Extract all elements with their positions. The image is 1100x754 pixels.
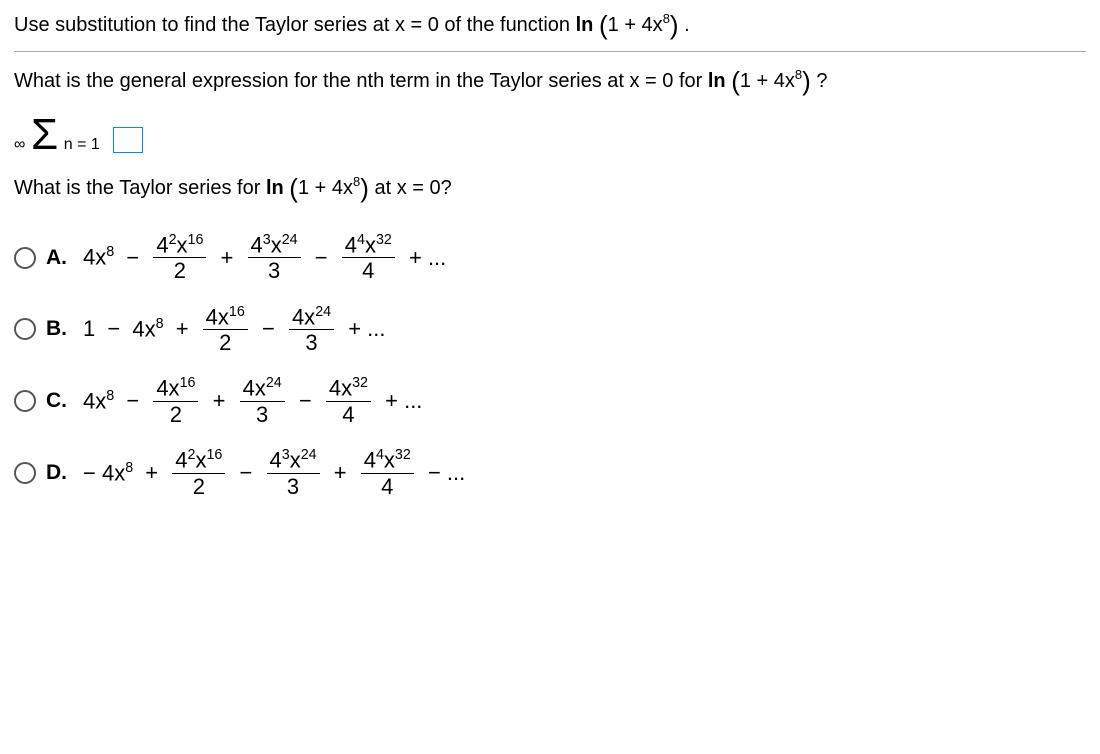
radio-c[interactable] [14, 390, 36, 412]
ln-label: ln [708, 70, 726, 92]
radio-b[interactable] [14, 318, 36, 340]
sigma-icon: Σ [31, 110, 58, 159]
func-exp: 8 [663, 11, 670, 26]
instruction-line: Use substitution to find the Taylor seri… [14, 10, 1086, 52]
option-a-expression: 4x8 − 42x162 + 43x243 − 44x324 + ... [83, 232, 452, 284]
sum-upper: ∞ [14, 136, 25, 153]
option-d-expression: − 4x8 + 42x162 − 43x243 + 44x324 − ... [83, 447, 471, 499]
sub-question-text: What is the Taylor series for [14, 176, 266, 198]
summation-symbol: ∞ Σ n = 1 [14, 115, 100, 155]
func-inner: 1 + 4x [298, 176, 353, 198]
question-text: What is the general expression for the n… [14, 70, 708, 92]
period: . [684, 14, 690, 36]
option-c-expression: 4x8 − 4x162 + 4x243 − 4x324 + ... [83, 375, 428, 427]
open-paren: ( [599, 10, 608, 40]
sum-lower: n = 1 [64, 136, 100, 153]
instruction-text: Use substitution to find the Taylor seri… [14, 14, 576, 36]
question-suffix: ? [816, 70, 827, 92]
option-b-label: B. [46, 317, 67, 341]
option-d-label: D. [46, 461, 67, 485]
radio-d[interactable] [14, 462, 36, 484]
func-inner: 1 + 4x [740, 70, 795, 92]
close-paren: ) [670, 10, 679, 40]
open-paren: ( [731, 66, 740, 96]
option-b[interactable]: B. 1 − 4x8 + 4x162 − 4x243 + ... [14, 304, 1086, 356]
sub-question-suffix: at x = 0? [374, 176, 451, 198]
option-c[interactable]: C. 4x8 − 4x162 + 4x243 − 4x324 + ... [14, 375, 1086, 427]
open-paren: ( [289, 173, 298, 203]
question-line: What is the general expression for the n… [14, 66, 1086, 97]
option-a[interactable]: A. 4x8 − 42x162 + 43x243 − 44x324 + ... [14, 232, 1086, 284]
option-d[interactable]: D. − 4x8 + 42x162 − 43x243 + 44x324 − ..… [14, 447, 1086, 499]
ln-label: ln [576, 14, 594, 36]
option-c-label: C. [46, 389, 67, 413]
sub-question-line: What is the Taylor series for ln (1 + 4x… [14, 173, 1086, 204]
close-paren: ) [802, 66, 811, 96]
option-b-expression: 1 − 4x8 + 4x162 − 4x243 + ... [83, 304, 392, 356]
ln-label: ln [266, 176, 284, 198]
summation-row: ∞ Σ n = 1 [14, 115, 1086, 173]
func-inner: 1 + 4x [608, 14, 663, 36]
answer-input[interactable] [113, 127, 143, 153]
close-paren: ) [360, 173, 369, 203]
option-a-label: A. [46, 246, 67, 270]
radio-a[interactable] [14, 247, 36, 269]
